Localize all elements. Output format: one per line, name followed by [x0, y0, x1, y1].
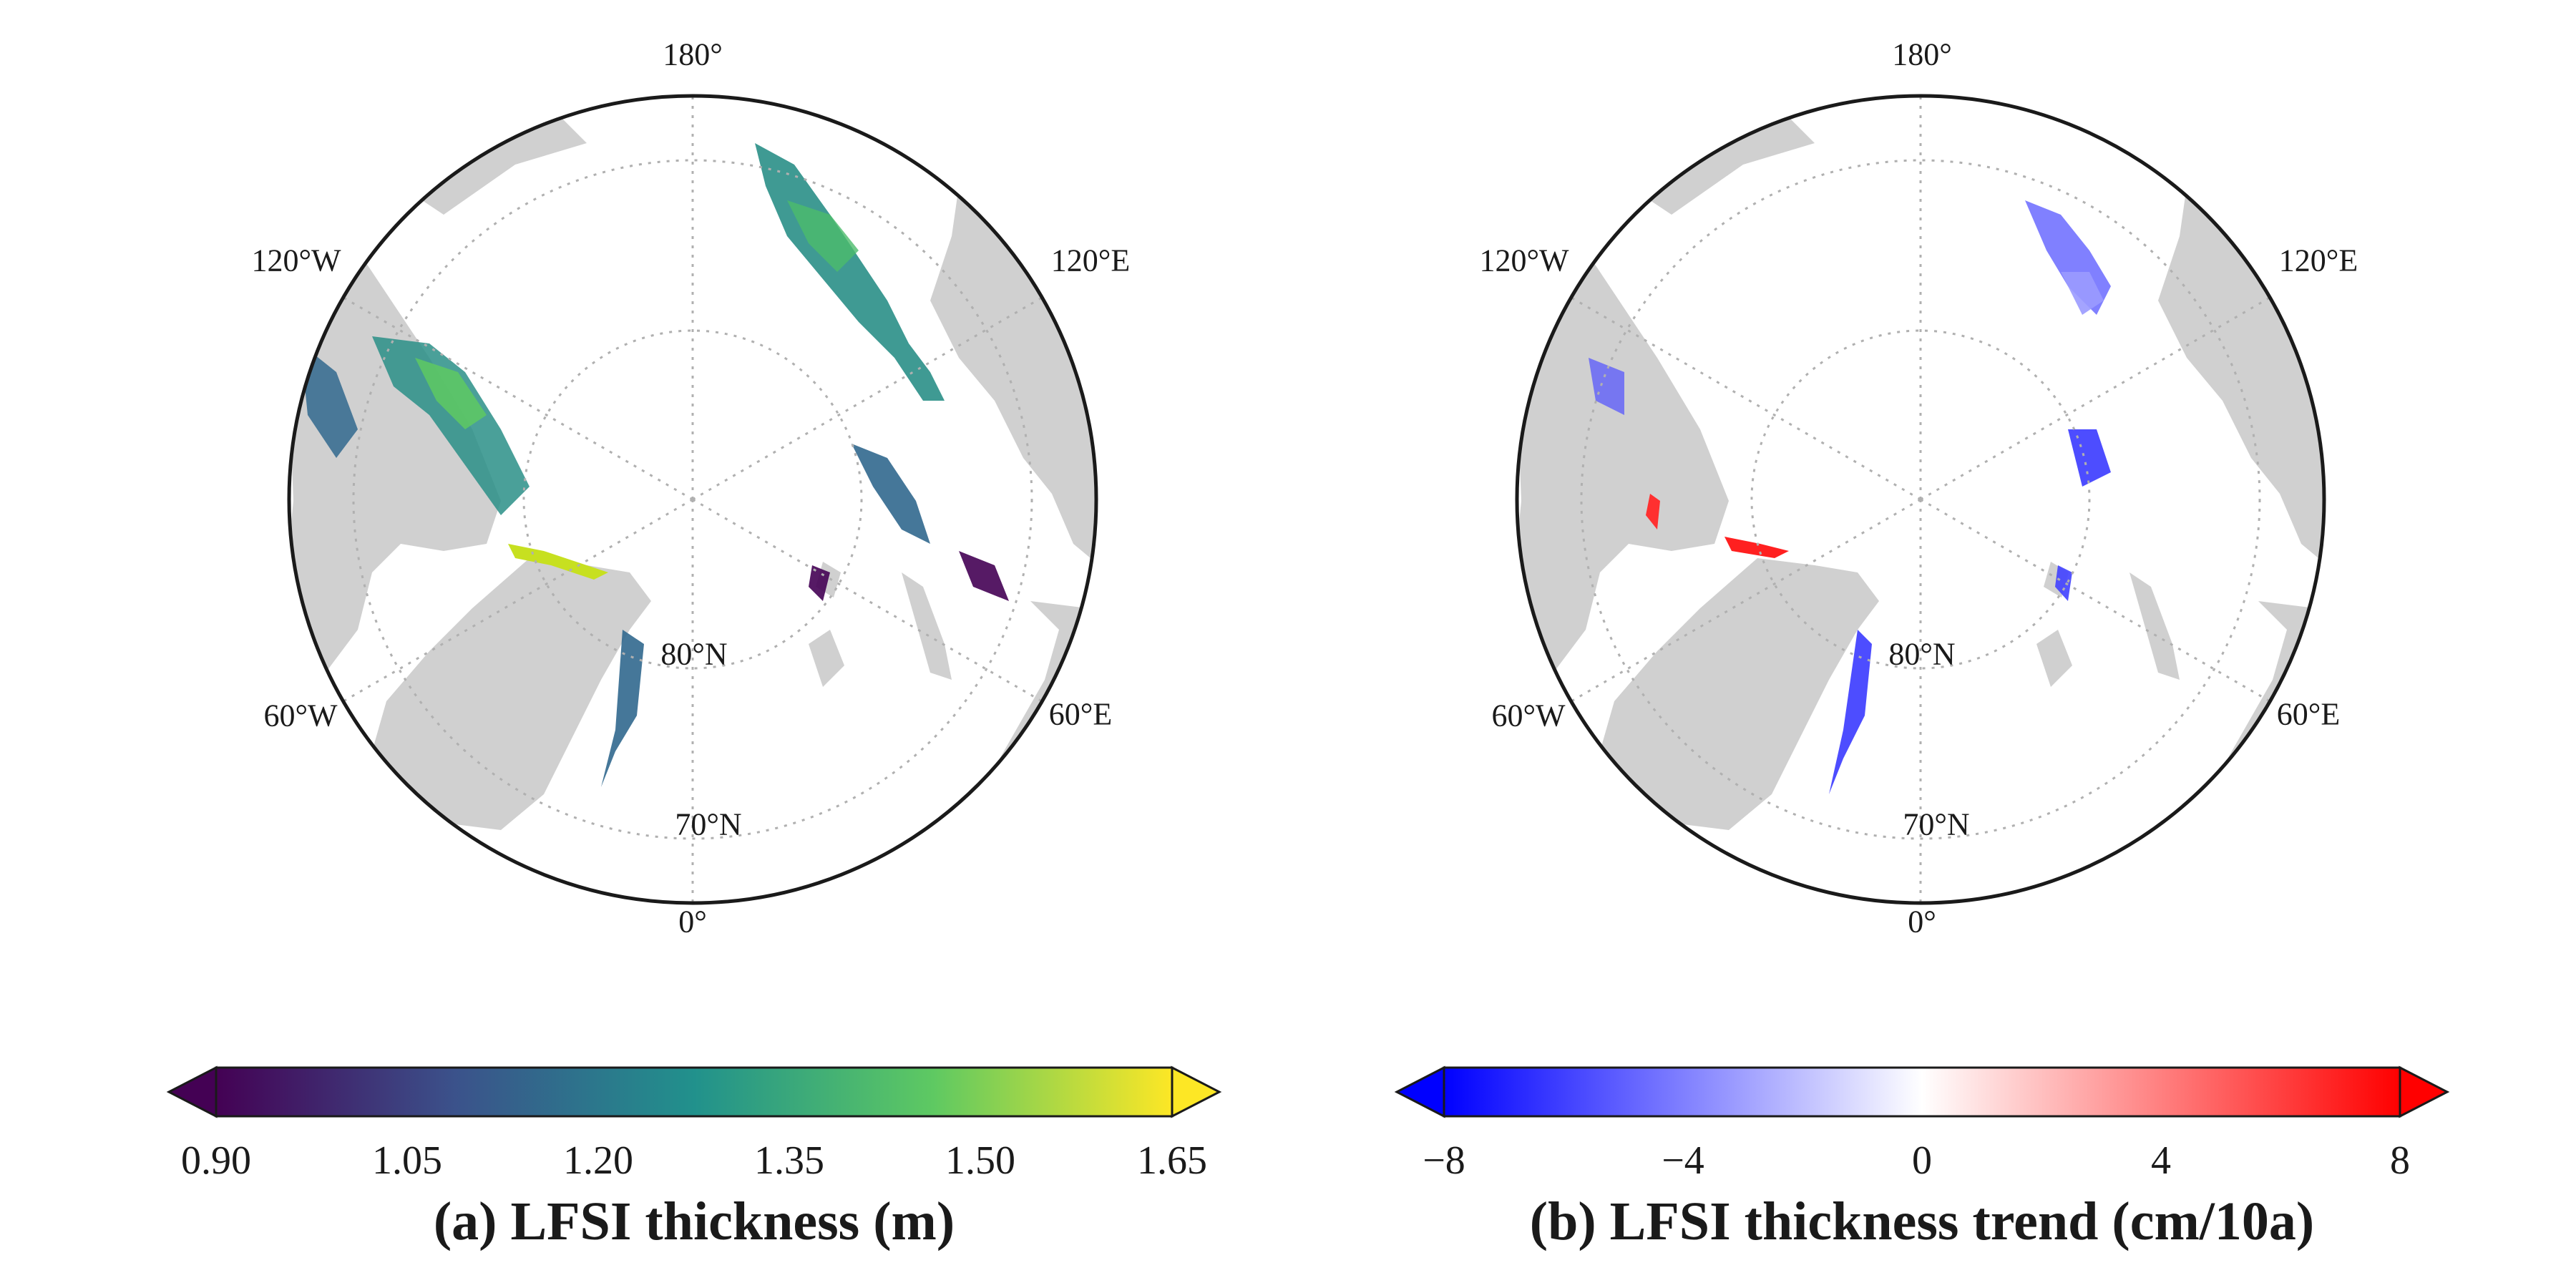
colorbar-tick: 8 — [2390, 1138, 2410, 1183]
lon-label-120w: 120°W — [1479, 243, 1569, 278]
colorbar-tick: 1.50 — [945, 1138, 1015, 1183]
colorbar-title-a: (a) LFSI thickness (m) — [433, 1191, 955, 1252]
colorbar-gradient — [215, 1066, 1174, 1118]
colorbar-tick: 1.35 — [754, 1138, 824, 1183]
lat-label-70n: 70°N — [675, 806, 742, 842]
colorbar-tick: −8 — [1423, 1138, 1465, 1183]
lon-label-120e: 120°E — [1050, 243, 1131, 278]
map-border — [287, 94, 1098, 905]
lon-label-0: 0° — [1908, 904, 1936, 940]
lon-label-60e: 60°E — [1048, 696, 1113, 732]
colorbar-gradient — [1443, 1066, 2401, 1118]
lon-label-0: 0° — [678, 904, 707, 940]
colorbar-extend-high — [1171, 1065, 1222, 1118]
lat-label-80n: 80°N — [660, 636, 728, 672]
map-border — [1515, 94, 2326, 905]
lat-label-70n: 70°N — [1903, 806, 1970, 842]
colorbar-b — [1394, 1065, 2450, 1118]
lon-label-180: 180° — [663, 36, 723, 72]
colorbar-tick: 1.65 — [1137, 1138, 1207, 1183]
polar-map-b — [1515, 94, 2326, 905]
map-panel-b: 180° 0° 120°W 120°E 60°W 60°E 80°N 70°N … — [1288, 0, 2576, 1288]
lon-label-60w: 60°W — [1491, 698, 1566, 733]
lon-label-120w: 120°W — [251, 243, 341, 278]
colorbar-a — [166, 1065, 1222, 1118]
ice-thickness-field-a — [301, 143, 1009, 787]
colorbar-tick: 1.05 — [372, 1138, 442, 1183]
colorbar-tick: 0.90 — [181, 1138, 251, 1183]
lat-label-80n: 80°N — [1888, 636, 1956, 672]
colorbar-tick: 1.20 — [563, 1138, 633, 1183]
lon-label-60e: 60°E — [2276, 696, 2341, 732]
ice-trend-field-b — [1589, 200, 2111, 794]
colorbar-tick: 4 — [2151, 1138, 2171, 1183]
colorbar-extend-high — [2399, 1065, 2450, 1118]
polar-map-a — [287, 94, 1098, 905]
lon-label-180: 180° — [1892, 36, 1952, 72]
lon-label-120e: 120°E — [2278, 243, 2358, 278]
colorbar-tick: −4 — [1662, 1138, 1704, 1183]
colorbar-title-b: (b) LFSI thickness trend (cm/10a) — [1529, 1191, 2315, 1252]
map-panel-a: 180° 0° 120°W 120°E 60°W 60°E 80°N 70°N … — [166, 36, 1222, 1252]
graticule-b — [1571, 96, 2270, 903]
graticule-a — [343, 96, 1043, 903]
colorbar-tick: 0 — [1912, 1138, 1932, 1183]
lon-label-60w: 60°W — [263, 698, 338, 733]
colorbar-extend-low — [1394, 1065, 1445, 1118]
colorbar-extend-low — [166, 1065, 218, 1118]
